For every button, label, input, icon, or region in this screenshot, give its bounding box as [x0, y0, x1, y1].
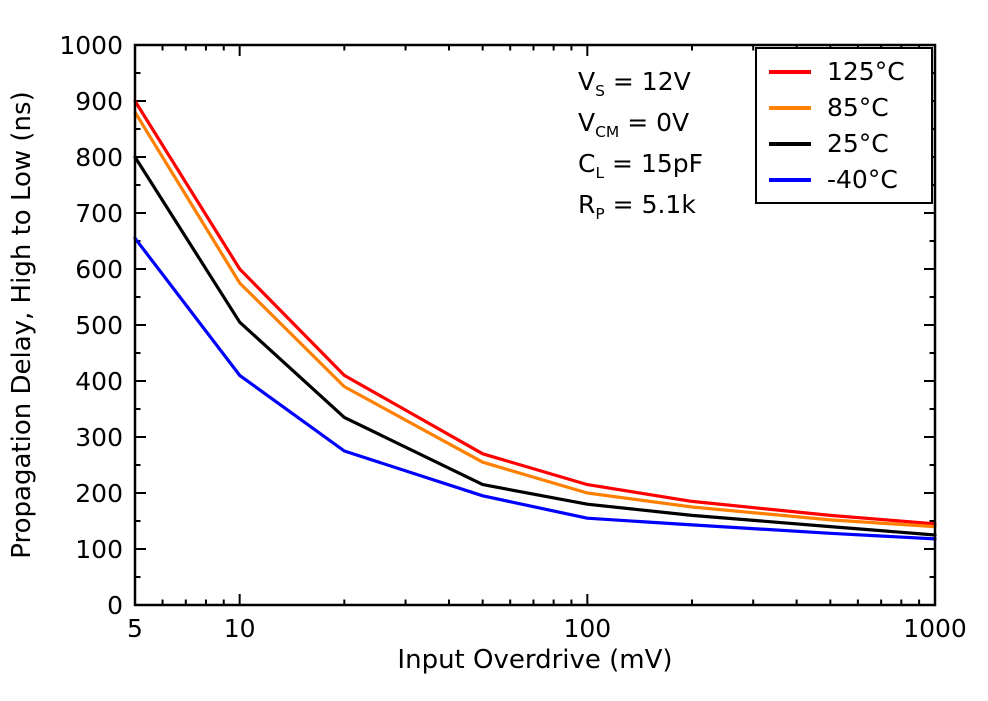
y-tick-label: 800	[75, 143, 123, 172]
legend-swatch-25c	[769, 141, 811, 146]
legend-item: 85°C	[769, 93, 919, 122]
legend-item: 125°C	[769, 57, 919, 86]
legend-label: 125°C	[827, 57, 905, 86]
test-conditions: VS = 12V VCM = 0V CL = 15pF RP = 5.1k	[578, 66, 703, 230]
legend-label: -40°C	[827, 165, 898, 194]
series-line--40°C	[133, 236, 937, 541]
x-tick-label: 10	[224, 614, 256, 643]
y-tick-label: 700	[75, 199, 123, 228]
legend-swatch-neg40c	[769, 177, 811, 182]
y-tick-label: 1000	[59, 31, 123, 60]
legend-label: 85°C	[827, 93, 889, 122]
legend-swatch-125c	[769, 69, 811, 74]
condition-line: VCM = 0V	[578, 108, 690, 141]
legend-item: 25°C	[769, 129, 919, 158]
series-line-85°C	[133, 110, 937, 529]
x-tick-label: 5	[127, 614, 143, 643]
series-line-25°C	[133, 155, 937, 537]
y-tick-label: 0	[107, 591, 123, 620]
x-tick-label: 1000	[903, 614, 967, 643]
series-line-125°C	[133, 99, 937, 526]
y-tick-label: 500	[75, 311, 123, 340]
y-axis-title: Propagation Delay, High to Low (ns)	[7, 91, 37, 558]
y-tick-label: 400	[75, 367, 123, 396]
y-tick-label: 100	[75, 535, 123, 564]
legend-swatch-85c	[769, 105, 811, 110]
x-axis-title: Input Overdrive (mV)	[397, 645, 672, 675]
legend-label: 25°C	[827, 129, 889, 158]
legend-item: -40°C	[769, 165, 919, 194]
legend: 125°C 85°C 25°C -40°C	[755, 47, 933, 204]
y-tick-label: 300	[75, 423, 123, 452]
plot-border	[133, 43, 937, 607]
condition-line: RP = 5.1k	[578, 190, 696, 223]
condition-line: CL = 15pF	[578, 149, 704, 182]
x-tick-label: 100	[563, 614, 611, 643]
y-tick-label: 600	[75, 255, 123, 284]
condition-line: VS = 12V	[578, 67, 691, 100]
y-tick-label: 200	[75, 479, 123, 508]
y-tick-label: 900	[75, 87, 123, 116]
